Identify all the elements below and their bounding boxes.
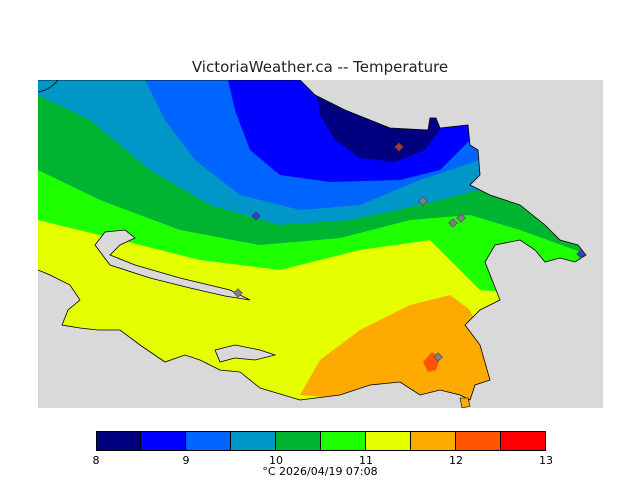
corner-coast — [38, 80, 59, 93]
station-marker[interactable] — [576, 249, 586, 259]
units-and-timestamp: °C 2026/04/19 07:08 — [262, 465, 378, 478]
bay — [214, 344, 277, 363]
legend-tick-label: 11 — [359, 454, 373, 467]
legend-tick-label: 12 — [449, 454, 463, 467]
legend-tick-label: 8 — [92, 454, 100, 467]
station-marker[interactable] — [448, 218, 458, 228]
legend-swatch — [366, 431, 411, 451]
color-legend — [96, 431, 546, 451]
station-marker[interactable] — [394, 142, 404, 152]
legend-swatch — [321, 431, 366, 451]
station-marker[interactable] — [433, 352, 443, 362]
legend-swatch — [96, 431, 141, 451]
stations — [233, 142, 586, 362]
station-marker[interactable] — [456, 213, 466, 223]
legend-swatch — [231, 431, 276, 451]
station-marker[interactable] — [251, 211, 261, 221]
station-marker[interactable] — [233, 288, 243, 298]
legend-swatch — [276, 431, 321, 451]
legend-tick-label: 13 — [539, 454, 553, 467]
station-marker[interactable] — [418, 196, 428, 206]
legend-swatch — [456, 431, 501, 451]
legend-tick-label: 9 — [182, 454, 190, 467]
legend-swatch — [141, 431, 186, 451]
legend-swatch — [186, 431, 231, 451]
band-11.5-12 — [300, 295, 490, 400]
legend-swatch — [411, 431, 456, 451]
legend-frame — [96, 431, 546, 451]
islet — [459, 397, 471, 408]
map-title: VictoriaWeather.ca -- Temperature — [191, 58, 449, 76]
coastline — [38, 80, 587, 401]
legend-tick-label: 10 — [269, 454, 283, 467]
